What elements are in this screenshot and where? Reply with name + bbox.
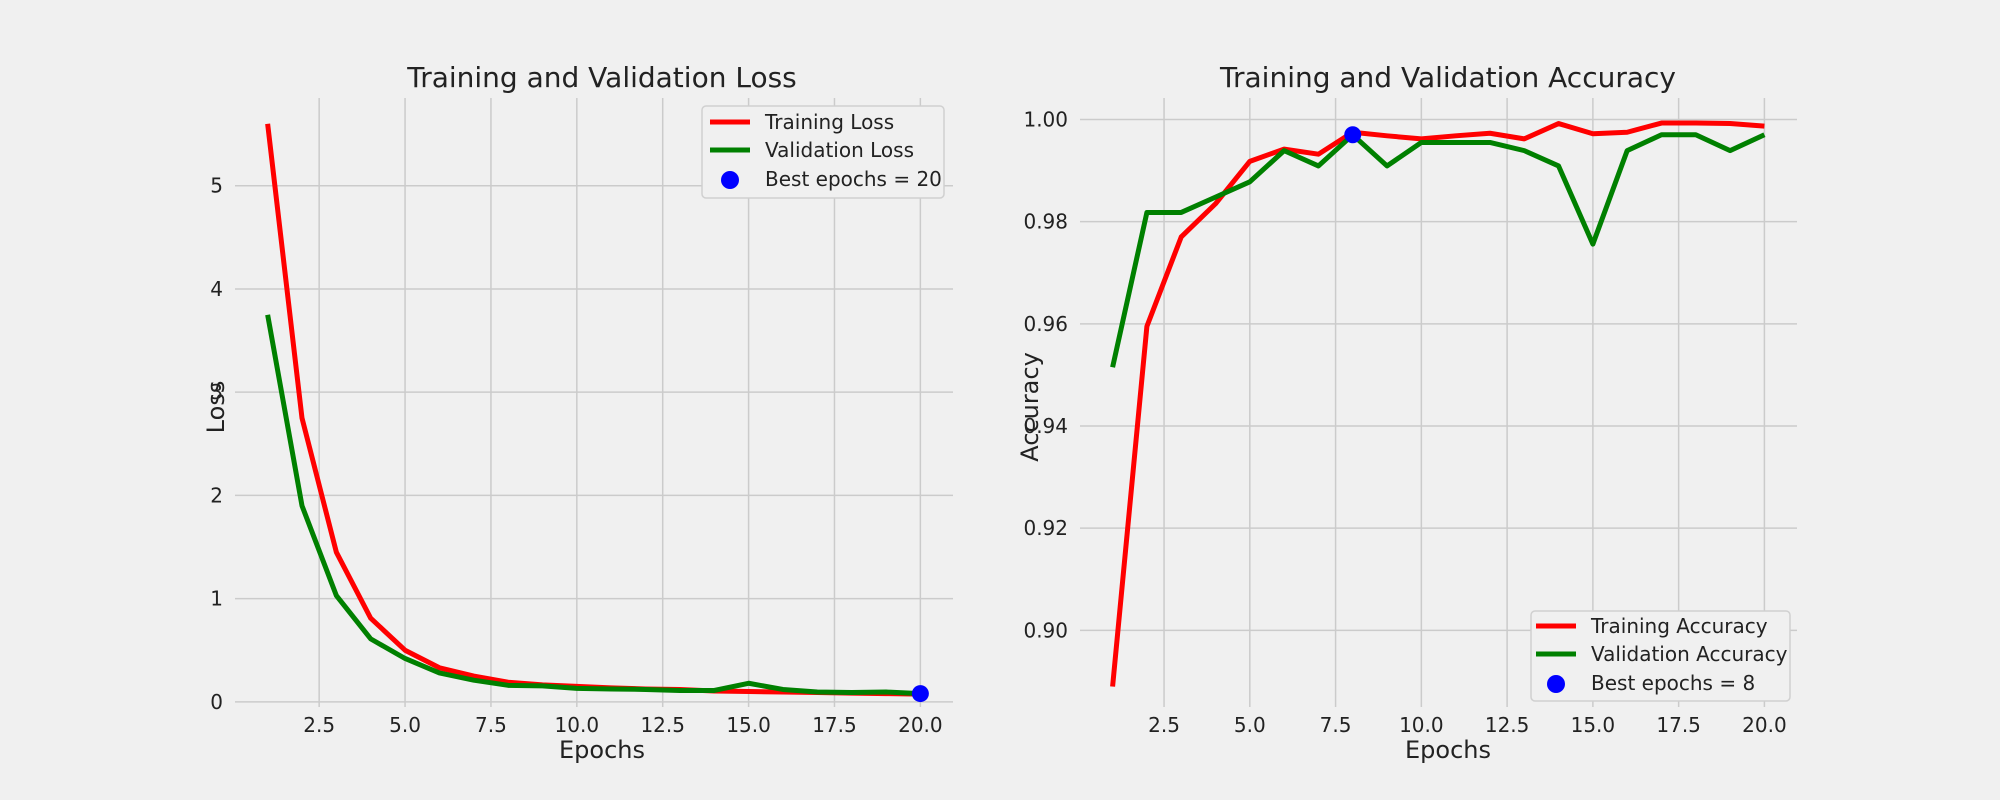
- accuracy-x-tick-5: 5.0: [1234, 713, 1266, 737]
- accuracy-y-tick-0-9: 0.90: [1023, 618, 1068, 642]
- loss-grid: [235, 98, 953, 707]
- accuracy-chart: 2.5 5.0 7.5 10.0 12.5 15.0 17.5 20.0 0.900.920.…: [1016, 61, 1797, 764]
- accuracy-y-tick-0-92: 0.92: [1023, 516, 1068, 540]
- accuracy-y-tick-0-94: 0.94: [1023, 414, 1068, 438]
- loss-legend-validation-label: Validation Loss: [765, 138, 914, 162]
- accuracy-x-ticks: 2.5 5.0 7.5 10.0 12.5 15.0 17.5 20.0: [1148, 713, 1787, 737]
- validation-loss-line: [265, 314, 921, 697]
- accuracy-x-tick-20: 20.0: [1742, 713, 1787, 737]
- loss-y-tick-3: 3: [210, 380, 223, 404]
- accuracy-x-axis-label: Epochs: [1405, 736, 1491, 764]
- loss-x-tick-7-5: 7.5: [475, 713, 507, 737]
- loss-x-tick-5: 5.0: [389, 713, 421, 737]
- loss-x-tick-15: 15.0: [726, 713, 771, 737]
- loss-legend-box: [701, 105, 945, 199]
- accuracy-legend: Training Accuracy Validation Accuracy Be…: [1530, 610, 1791, 702]
- accuracy-x-tick-12-5: 12.5: [1485, 713, 1530, 737]
- accuracy-y-axis-label: Accuracy: [1016, 352, 1044, 462]
- loss-x-axis-label: Epochs: [559, 736, 645, 764]
- loss-x-tick-10: 10.0: [555, 713, 600, 737]
- loss-x-tick-20: 20.0: [898, 713, 943, 737]
- accuracy-chart-title: Training and Validation Accuracy: [1219, 61, 1676, 94]
- loss-series: [265, 123, 929, 703]
- accuracy-legend-training-label: Training Accuracy: [1590, 614, 1768, 638]
- accuracy-best-epoch-point: [1344, 126, 1362, 144]
- accuracy-x-tick-15: 15.0: [1571, 713, 1616, 737]
- accuracy-legend-best-marker: [1547, 675, 1565, 693]
- accuracy-y-tick-0-98: 0.98: [1023, 210, 1068, 234]
- loss-y-tick-5: 5: [210, 174, 223, 198]
- loss-x-tick-17-5: 17.5: [812, 713, 857, 737]
- loss-x-tick-2-5: 2.5: [303, 713, 335, 737]
- accuracy-legend-validation-label: Validation Accuracy: [1591, 642, 1788, 666]
- loss-chart-title: Training and Validation Loss: [406, 61, 797, 94]
- loss-x-tick-12-5: 12.5: [640, 713, 685, 737]
- loss-y-axis-label: Loss: [202, 381, 230, 434]
- accuracy-x-tick-10: 10.0: [1399, 713, 1444, 737]
- accuracy-y-ticks: 0.90 0.92 0.94 0.96 0.98 1.00: [1023, 107, 1068, 642]
- accuracy-series: [1110, 120, 1766, 687]
- loss-y-ticks: 0 1 2 3 4 5: [210, 174, 223, 714]
- loss-legend-best-marker: [721, 171, 739, 189]
- loss-legend-best-label: Best epochs = 20: [765, 167, 942, 191]
- loss-y-tick-4: 4: [210, 277, 223, 301]
- validation-accuracy-line: [1110, 132, 1766, 368]
- loss-best-epoch-point: [911, 685, 929, 703]
- loss-y-tick-2: 2: [210, 483, 223, 507]
- accuracy-x-tick-2-5: 2.5: [1148, 713, 1180, 737]
- accuracy-x-tick-7-5: 7.5: [1320, 713, 1352, 737]
- loss-x-ticks: 2.5 5.0 7.5 10.0 12.5 15.0 17.5 20.0: [303, 713, 942, 737]
- loss-y-tick-1: 1: [210, 587, 223, 611]
- accuracy-y-tick-0-96: 0.96: [1023, 312, 1068, 336]
- accuracy-x-tick-17-5: 17.5: [1656, 713, 1701, 737]
- loss-y-tick-0: 0: [210, 690, 223, 714]
- accuracy-legend-box: [1530, 610, 1791, 702]
- loss-legend: Training Loss Validation Loss Best epoch…: [701, 105, 945, 199]
- loss-chart: 2.5 5.0 7.5 10.0 12.5 15.0 17.5 20.0 0 1 2 3 4 5 Tra…: [202, 61, 953, 764]
- accuracy-legend-best-label: Best epochs = 8: [1591, 671, 1755, 695]
- accuracy-y-tick-1: 1.00: [1023, 107, 1068, 131]
- loss-legend-training-label: Training Loss: [764, 110, 894, 134]
